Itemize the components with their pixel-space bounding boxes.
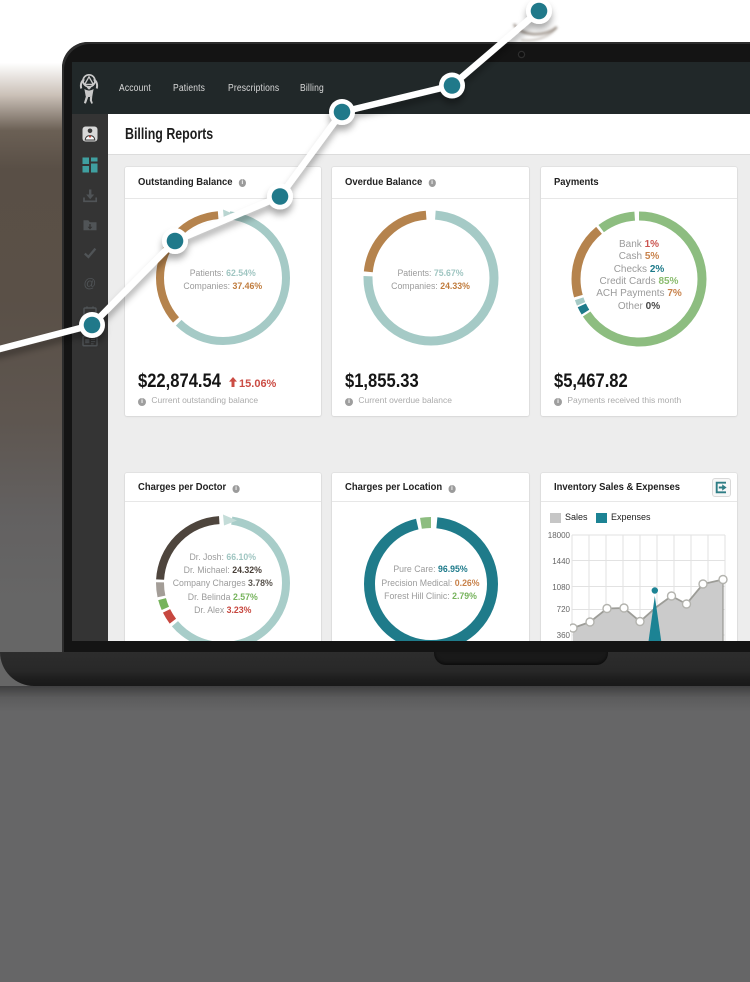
svg-text:@: @ [84, 277, 97, 291]
